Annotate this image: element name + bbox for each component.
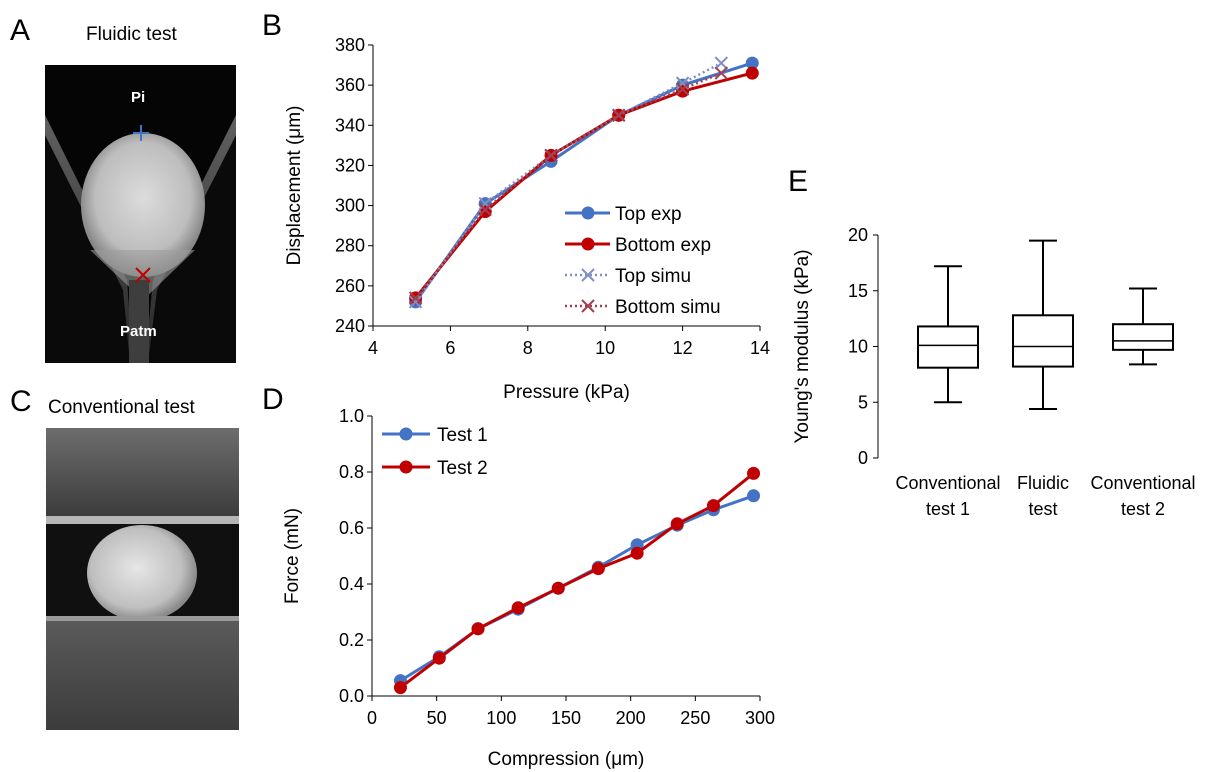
b-y-tick-label: 320 (335, 155, 365, 175)
e-y-tick-label: 0 (858, 448, 868, 468)
b-data-point (408, 295, 423, 309)
e-y-tick-label: 20 (848, 225, 868, 245)
panel-a-letter: A (10, 14, 31, 47)
b-data-point (675, 82, 690, 96)
b-data-point (408, 291, 423, 305)
b-x-tick-label: 12 (673, 338, 693, 358)
b-y-tick-label: 380 (335, 35, 365, 55)
d-y-tick-label: 0.6 (339, 518, 364, 538)
b-data-point (745, 66, 759, 80)
e-y-tick-label: 10 (848, 337, 868, 357)
d-data-point (747, 489, 761, 503)
b-y-tick-label: 260 (335, 276, 365, 296)
b-legend-marker (581, 206, 595, 220)
d-x-tick-label: 100 (486, 708, 516, 728)
panel-c-letter: C (10, 385, 32, 418)
b-legend-label: Top exp (615, 204, 682, 225)
b-x-tick-label: 10 (595, 338, 615, 358)
e-y-tick-label: 5 (858, 392, 868, 412)
b-y-tick-label: 340 (335, 115, 365, 135)
d-x-tick-label: 250 (680, 708, 710, 728)
b-x-tick-label: 14 (750, 338, 770, 358)
d-y-tick-label: 0.4 (339, 574, 364, 594)
pi-label: Pi (131, 89, 146, 106)
patm-label: Patm (120, 323, 157, 340)
b-data-point (676, 84, 690, 98)
d-x-tick-label: 50 (427, 708, 447, 728)
d-data-point (551, 581, 565, 595)
d-data-point (471, 622, 485, 636)
d-y-tick-label: 0.0 (339, 686, 364, 706)
d-data-point (747, 466, 761, 480)
panel-c-title: Conventional test (48, 397, 195, 418)
d-x-tick-label: 200 (616, 708, 646, 728)
b-data-point (714, 66, 729, 80)
bottom-marker-cross (135, 267, 151, 283)
d-x-axis-title: Compression (μm) (488, 749, 645, 770)
d-data-point (670, 517, 684, 531)
e-category-label-line1: Fluidic (1017, 473, 1069, 493)
d-data-point (393, 681, 407, 695)
d-x-tick-label: 150 (551, 708, 581, 728)
d-legend-label: Test 1 (437, 425, 488, 446)
b-series-line (414, 61, 722, 303)
d-data-point (630, 546, 644, 560)
d-x-tick-label: 300 (745, 708, 775, 728)
e-box (1012, 314, 1074, 368)
d-y-axis-title: Force (mN) (282, 508, 303, 604)
b-y-tick-label: 360 (335, 75, 365, 95)
d-data-point (511, 601, 525, 615)
b-data-point (612, 108, 626, 122)
b-legend-marker (581, 237, 595, 251)
e-category-label-line2: test (1028, 499, 1057, 519)
d-legend-marker (399, 427, 413, 441)
e-y-axis-title: Young's modulus (kPa) (792, 249, 813, 443)
e-box (1112, 323, 1174, 351)
d-legend-label: Test 2 (437, 458, 488, 479)
panel-e-letter: E (788, 165, 809, 198)
b-data-point (714, 56, 729, 70)
b-x-axis-title: Pressure (kPa) (503, 382, 630, 403)
b-x-tick-label: 4 (368, 338, 378, 358)
top-marker-plus (133, 125, 149, 141)
d-y-tick-label: 0.8 (339, 462, 364, 482)
d-y-tick-label: 0.2 (339, 630, 364, 650)
e-y-tick-label: 15 (848, 281, 868, 301)
b-y-tick-label: 240 (335, 316, 365, 336)
d-data-point (591, 562, 605, 576)
b-x-tick-label: 6 (445, 338, 455, 358)
d-data-point (432, 651, 446, 665)
e-category-label-line2: test 1 (926, 499, 970, 519)
d-x-tick-label: 0 (367, 708, 377, 728)
panel-a-title: Fluidic test (86, 24, 177, 45)
d-data-point (706, 499, 720, 513)
b-legend-label: Bottom exp (615, 235, 711, 256)
b-x-tick-label: 8 (523, 338, 533, 358)
e-box (917, 325, 979, 369)
b-data-point (745, 56, 759, 70)
e-category-label-line1: Conventional (895, 473, 1000, 493)
b-data-point (675, 76, 690, 90)
panel-d-letter: D (262, 383, 284, 416)
b-y-tick-label: 280 (335, 236, 365, 256)
conventional-test-image (46, 428, 239, 730)
b-legend-label: Bottom simu (615, 297, 721, 318)
b-legend-label: Top simu (615, 266, 691, 287)
b-legend-marker (581, 299, 595, 313)
b-y-axis-title: Displacement (μm) (284, 106, 305, 266)
panel-b-letter: B (262, 9, 283, 42)
e-category-label-line1: Conventional (1090, 473, 1195, 493)
b-y-tick-label: 300 (335, 196, 365, 216)
b-legend-marker (581, 268, 595, 282)
b-data-point (544, 148, 558, 163)
e-category-label-line2: test 2 (1121, 499, 1165, 519)
d-y-tick-label: 1.0 (339, 406, 364, 426)
b-data-point (478, 202, 492, 217)
d-legend-marker (399, 460, 413, 474)
d-series-line (399, 472, 755, 689)
